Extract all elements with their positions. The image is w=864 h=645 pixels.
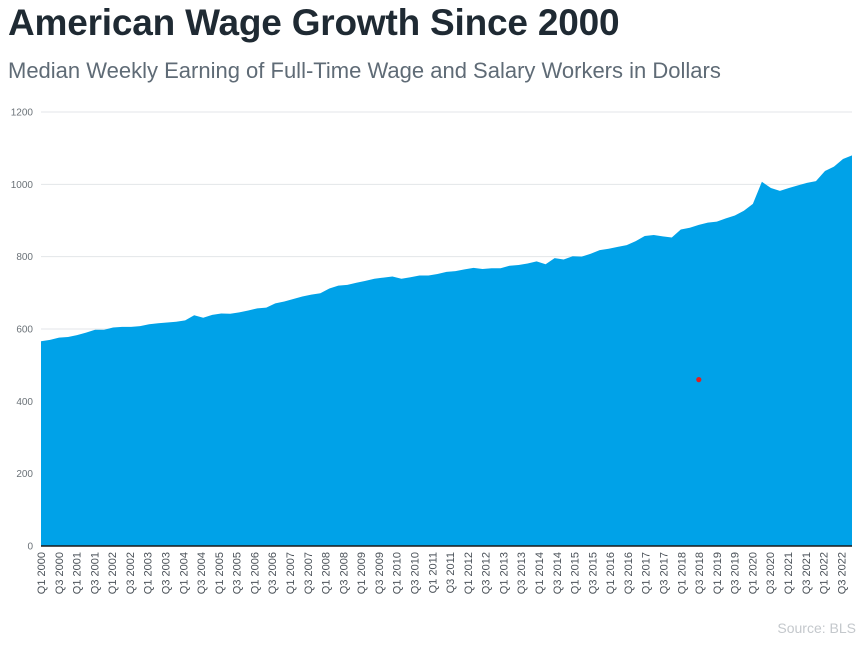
x-tick-label: Q1 2016	[605, 552, 617, 594]
x-tick-label: Q3 2018	[694, 552, 706, 594]
x-tick-label: Q3 2012	[481, 552, 493, 594]
x-tick-label: Q3 2014	[552, 552, 564, 594]
y-axis: 0 200 400 600 800 1000 1200	[11, 108, 34, 553]
x-tick-label: Q1 2015	[570, 552, 582, 594]
x-tick-label: Q3 2005	[232, 552, 244, 594]
x-tick-label: Q3 2003	[160, 552, 172, 594]
x-tick-label: Q1 2010	[392, 552, 404, 594]
x-tick-label: Q1 2001	[72, 552, 84, 594]
y-tick-label: 1000	[11, 180, 34, 191]
x-tick-label: Q3 2013	[516, 552, 528, 594]
chart-subtitle: Median Weekly Earning of Full-Time Wage …	[8, 58, 721, 83]
x-tick-label: Q3 2022	[836, 552, 848, 594]
x-tick-label: Q1 2021	[783, 552, 795, 594]
x-tick-label: Q3 2006	[267, 552, 279, 594]
source-note: Source: BLS	[777, 620, 856, 636]
x-tick-label: Q3 2011	[445, 552, 457, 593]
x-tick-label: Q3 2020	[765, 552, 777, 594]
x-tick-label: Q3 2010	[409, 552, 421, 594]
x-tick-label: Q1 2009	[356, 552, 368, 594]
x-tick-label: Q3 2015	[587, 552, 599, 594]
x-tick-label: Q3 2021	[801, 552, 813, 594]
y-tick-label: 1200	[11, 108, 34, 119]
x-tick-label: Q1 2004	[178, 552, 190, 594]
plot-area	[41, 155, 852, 547]
x-tick-label: Q1 2005	[214, 552, 226, 594]
x-tick-label: Q3 2017	[658, 552, 670, 594]
x-tick-label: Q1 2020	[747, 552, 759, 594]
x-tick-label: Q1 2008	[321, 552, 333, 594]
x-tick-label: Q1 2018	[676, 552, 688, 594]
x-tick-label: Q1 2022	[819, 552, 831, 594]
x-tick-label: Q1 2012	[463, 552, 475, 594]
x-tick-label: Q1 2006	[249, 552, 261, 594]
x-tick-label: Q1 2013	[498, 552, 510, 594]
chart-title: American Wage Growth Since 2000	[8, 2, 620, 43]
annotation-point	[696, 377, 702, 383]
x-tick-label: Q3 2019	[730, 552, 742, 594]
x-tick-label: Q3 2004	[196, 552, 208, 594]
x-tick-label: Q1 2014	[534, 552, 546, 594]
y-tick-label: 200	[16, 469, 33, 480]
x-tick-label: Q1 2011	[427, 552, 439, 593]
x-tick-label: Q1 2003	[143, 552, 155, 594]
x-tick-label: Q3 2007	[303, 552, 315, 594]
x-tick-label: Q1 2002	[107, 552, 119, 594]
x-tick-label: Q3 2009	[374, 552, 386, 594]
y-tick-label: 0	[27, 542, 33, 553]
x-tick-label: Q3 2008	[338, 552, 350, 594]
x-tick-label: Q1 2007	[285, 552, 297, 594]
y-tick-label: 600	[16, 325, 33, 336]
series-area	[41, 155, 852, 546]
x-tick-label: Q1 2019	[712, 552, 724, 594]
x-tick-label: Q3 2016	[623, 552, 635, 594]
x-axis: Q1 2000 Q3 2000 Q1 2001 Q3 2001 Q1 2002 Q3 20…	[36, 552, 848, 594]
x-tick-label: Q3 2002	[125, 552, 137, 594]
x-tick-label: Q3 2001	[89, 552, 101, 594]
x-tick-label: Q1 2017	[641, 552, 653, 594]
x-tick-label: Q3 2000	[54, 552, 66, 594]
y-tick-label: 400	[16, 397, 33, 408]
y-tick-label: 800	[16, 252, 33, 263]
x-tick-label: Q1 2000	[36, 552, 48, 594]
